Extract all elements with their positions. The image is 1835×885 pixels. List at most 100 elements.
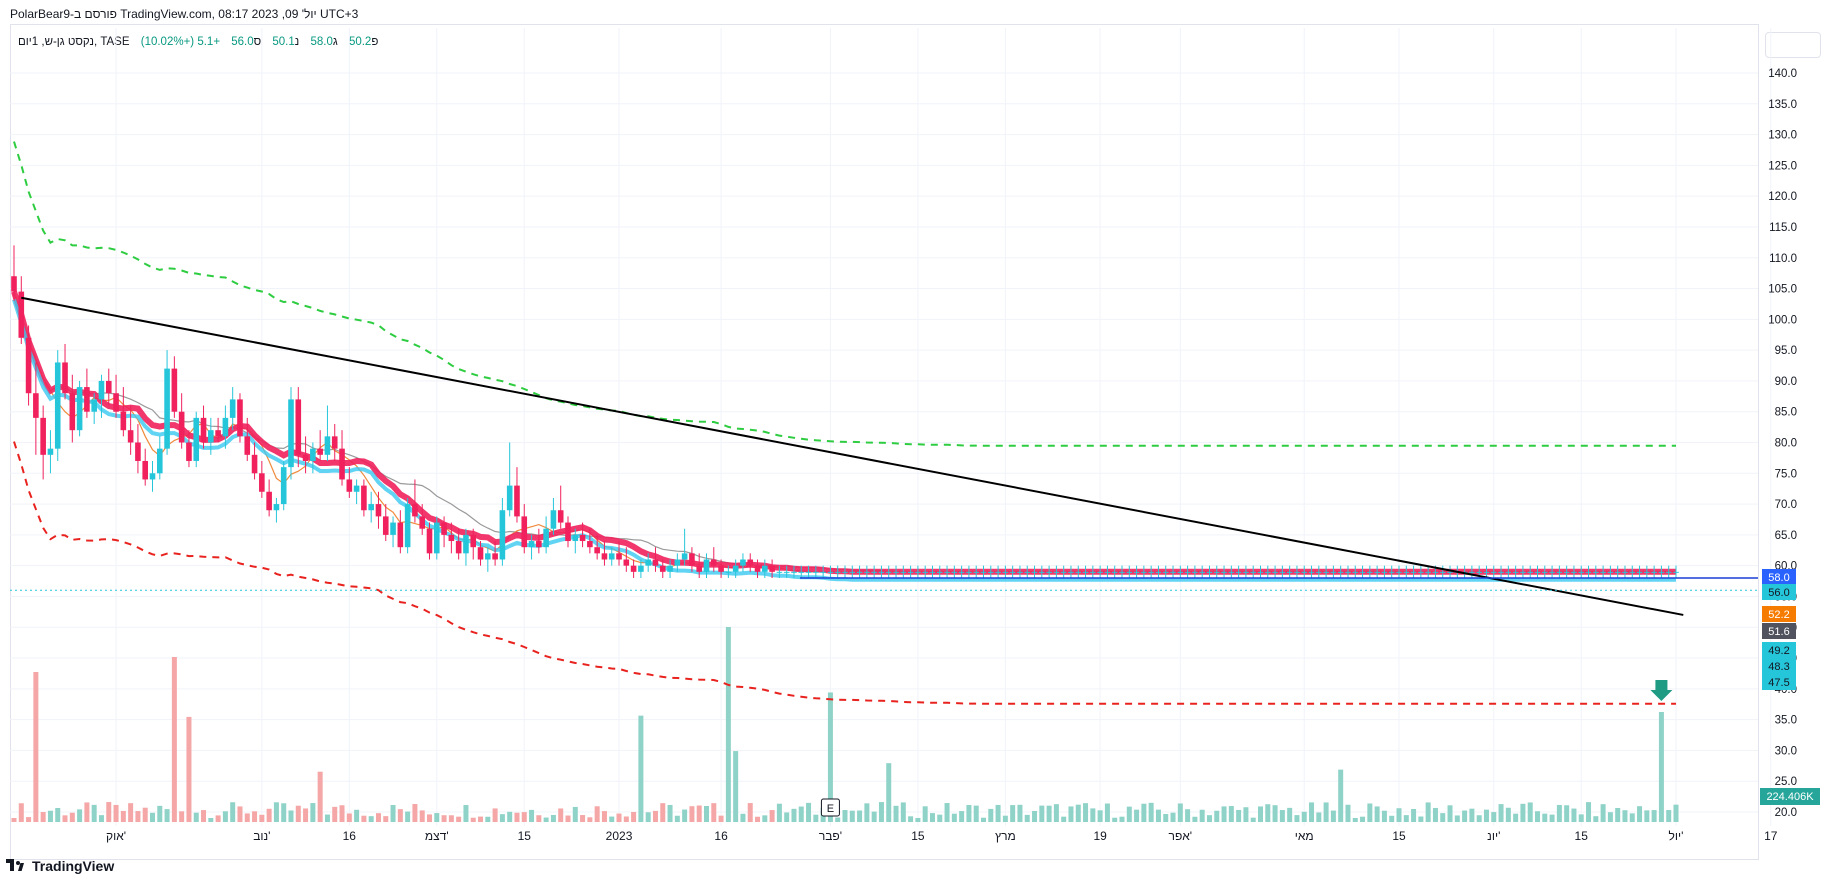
volume-bar — [113, 804, 119, 822]
candle-body — [193, 417, 200, 461]
candle-body — [324, 436, 331, 455]
candle-body — [871, 571, 877, 573]
candle-body — [1097, 571, 1103, 573]
candle-body — [1600, 571, 1606, 573]
ma-gray-line — [13, 291, 1676, 573]
high-label: ג — [332, 36, 338, 48]
volume-bar — [1651, 810, 1657, 822]
volume-bar — [1141, 803, 1147, 822]
volume-bar — [441, 815, 447, 822]
volume-bar — [244, 813, 250, 822]
volume-bar — [565, 815, 571, 822]
x-tick-label: יונ' — [1487, 829, 1500, 843]
volume-bar — [1396, 808, 1402, 822]
volume-bar — [725, 627, 731, 822]
volume-bar — [609, 816, 615, 822]
candle-body — [69, 393, 76, 431]
candle-body — [754, 565, 761, 572]
volume-bar — [886, 763, 892, 822]
candle-body — [1082, 571, 1089, 573]
volume-bar — [150, 812, 155, 822]
volume-bar — [317, 771, 323, 822]
footer-brand[interactable]: TradingView — [6, 858, 114, 874]
volume-bar — [1083, 803, 1089, 822]
candle-body — [1578, 571, 1585, 573]
ma-orange-line — [13, 291, 1676, 573]
candle-body — [1644, 571, 1650, 573]
chart-settings-button[interactable] — [1765, 32, 1821, 58]
candle-body — [1563, 571, 1570, 573]
candle-body — [441, 522, 447, 535]
candle-body — [966, 571, 972, 573]
candle-body — [747, 559, 754, 566]
volume-bar — [1148, 802, 1154, 822]
change-value: +5.1 (+10.02%) — [140, 36, 221, 48]
volume-bar — [1046, 805, 1052, 822]
volume-bar — [631, 811, 637, 822]
x-tick-label: אפר' — [1169, 829, 1193, 843]
volume-bar — [397, 809, 403, 822]
candle-body — [623, 559, 630, 566]
x-tick-label: 17 — [1764, 829, 1778, 843]
volume-bar — [1309, 802, 1315, 822]
volume-bar — [339, 805, 345, 822]
volume-bar — [1134, 809, 1140, 822]
volume-bar — [1498, 804, 1504, 822]
candle-body — [995, 571, 1001, 573]
candle-body — [171, 368, 178, 412]
candle-body — [1068, 571, 1074, 573]
volume-bar — [587, 817, 593, 822]
candle-body — [346, 479, 353, 492]
candle-body — [1505, 571, 1512, 573]
volume-bar — [295, 805, 301, 822]
symbol-name[interactable]: נקסט גן-ש, 1יום, TASE — [18, 36, 130, 48]
candle-body — [856, 571, 863, 573]
volume-bar — [1556, 804, 1562, 822]
volume-bar — [1075, 804, 1081, 822]
volume-bar — [1622, 810, 1628, 822]
x-tick-label: 15 — [911, 829, 925, 843]
volume-bar — [784, 812, 790, 822]
x-tick-label: 15 — [1575, 829, 1589, 843]
volume-bar — [580, 815, 586, 822]
volume-bar — [208, 817, 214, 822]
candle-body — [54, 362, 61, 449]
candle-body — [1658, 571, 1665, 573]
volume-bar — [1360, 816, 1366, 822]
volume-bar — [1440, 813, 1446, 822]
candle-body — [1593, 571, 1599, 573]
volume-bar — [667, 804, 673, 822]
candle-body — [710, 559, 717, 566]
volume-bar — [1483, 809, 1489, 822]
volume-bar — [222, 811, 228, 822]
candle-body — [222, 417, 229, 437]
volume-bar — [419, 810, 425, 822]
candle-body — [987, 571, 994, 573]
candle-body — [1607, 571, 1614, 573]
candle-body — [1206, 571, 1213, 573]
candle-body — [813, 571, 819, 573]
earnings-event-label: E — [827, 803, 834, 815]
volume-bar — [1600, 804, 1606, 822]
volume-bar — [55, 807, 61, 822]
volume-bar — [106, 802, 112, 822]
volume-bar — [1352, 817, 1358, 822]
candle-body — [84, 387, 90, 412]
publisher-header: PolarBear9-פורסם ב TradingView.com, 08:1… — [10, 7, 359, 21]
candle-body — [630, 565, 637, 572]
candle-body — [244, 436, 251, 455]
y-tick-label: 90.0 — [1775, 376, 1797, 388]
volume-bar — [747, 803, 753, 822]
candle-body — [1359, 571, 1366, 573]
trend-line — [21, 296, 1684, 616]
price-badge — [1762, 623, 1796, 639]
candle-body — [455, 541, 462, 554]
candle-body — [353, 485, 360, 492]
volume-bar — [1002, 815, 1008, 822]
volume-bar — [354, 809, 360, 822]
volume-bar — [1228, 806, 1234, 822]
candle-body — [397, 522, 404, 548]
volume-bar — [412, 804, 418, 822]
x-tick-label: נוב' — [253, 829, 270, 843]
